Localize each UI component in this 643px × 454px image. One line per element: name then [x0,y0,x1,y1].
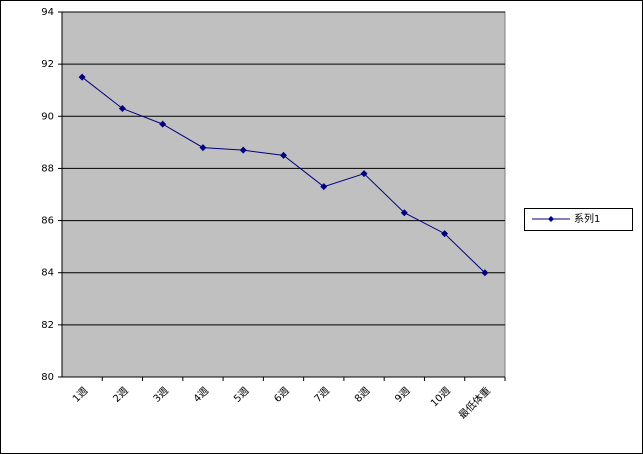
y-tick-label: 88 [41,163,54,174]
legend-marker [548,216,554,222]
y-tick-label: 86 [41,216,54,227]
legend-box [524,208,633,231]
marker [199,144,207,152]
y-tick-label: 90 [41,111,54,122]
y-tick-label: 80 [41,372,54,383]
y-tick-label: 92 [41,59,54,70]
marker [280,151,287,159]
legend-label: 系列1 [574,212,600,225]
plot-area [61,11,506,378]
marker [481,269,489,277]
marker [239,146,247,154]
y-tick-label: 84 [41,268,54,279]
marker [320,183,328,191]
y-tick-label: 94 [41,7,54,18]
marker [441,230,449,238]
y-tick-label: 82 [41,320,54,331]
marker [400,209,408,217]
marker [360,170,368,178]
marker [159,120,167,128]
marker [78,73,86,81]
marker [118,104,126,112]
